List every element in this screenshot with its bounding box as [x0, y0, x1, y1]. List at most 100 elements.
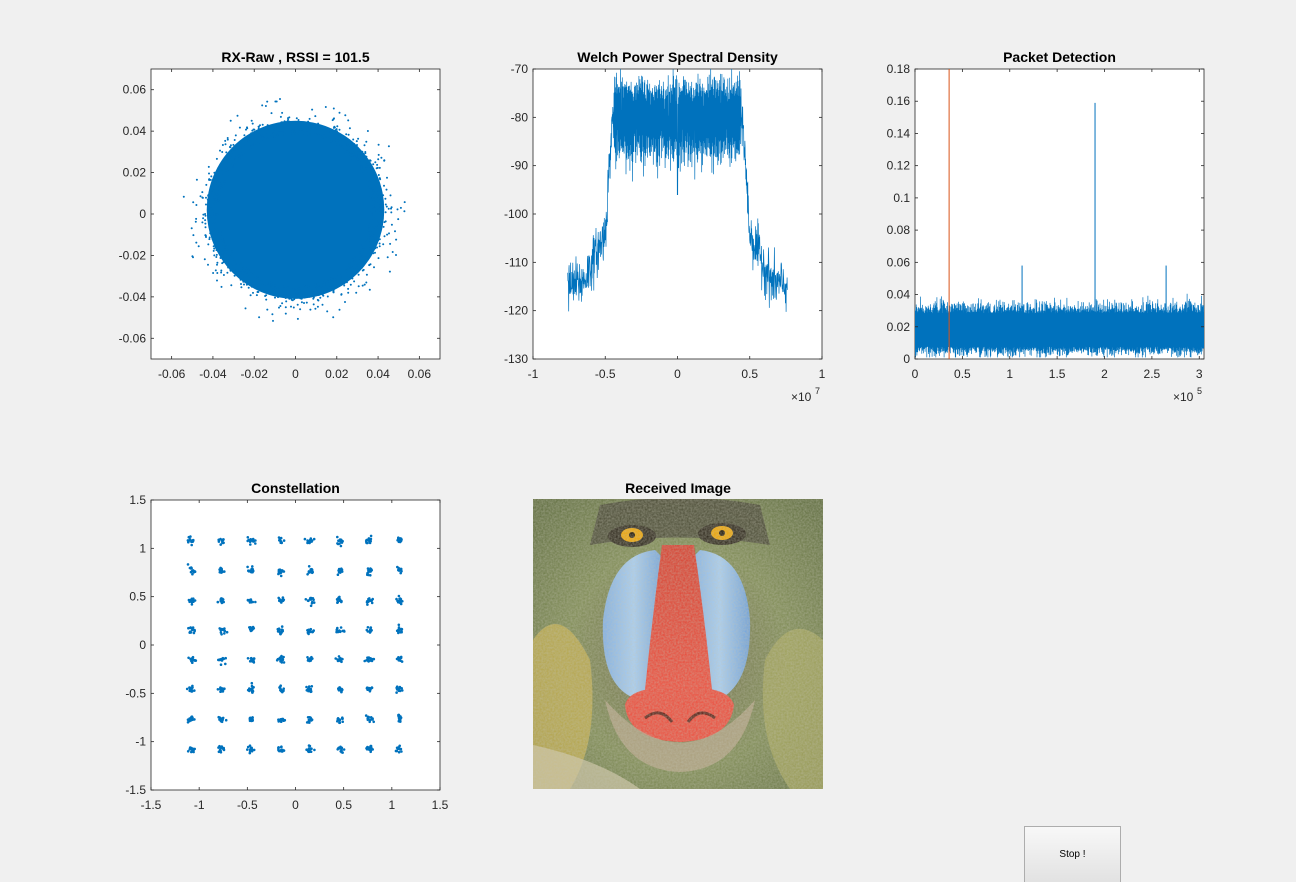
rx-raw-point: [365, 273, 368, 276]
rx-raw-point: [377, 257, 380, 260]
constellation-sample: [397, 626, 401, 629]
constellation-sample: [246, 598, 250, 602]
rx-raw-point: [272, 130, 275, 133]
constellation-point: [246, 565, 255, 574]
rx-raw-point: [293, 298, 296, 301]
constellation-sample: [337, 539, 340, 542]
rx-raw-point: [264, 286, 267, 289]
rx-raw-point: [361, 153, 364, 156]
constellation-sample: [188, 686, 191, 689]
rx-raw-outlier: [348, 127, 351, 130]
rx-raw-point: [358, 259, 361, 262]
rx-raw-point: [232, 143, 235, 146]
constellation-point: [186, 563, 197, 576]
rx-raw-point: [225, 157, 228, 160]
rx-raw-point: [226, 138, 229, 141]
constellation-sample: [224, 718, 228, 722]
rx-raw-point: [377, 158, 380, 161]
constellation-sample: [282, 718, 285, 722]
y-tick-label: -0.5: [125, 686, 146, 700]
constellation-sample: [367, 538, 371, 542]
rx-raw-points: [182, 98, 406, 322]
rx-raw-point: [377, 234, 379, 237]
constellation-sample: [339, 626, 343, 629]
rx-raw-point: [274, 128, 277, 131]
rx-raw-point: [281, 302, 284, 305]
rx-raw-point: [255, 134, 258, 137]
constellation-sample: [192, 538, 195, 542]
rx-raw-point: [362, 174, 365, 176]
rx-raw-point: [230, 284, 233, 287]
rx-raw-point: [261, 134, 264, 137]
rx-raw-point: [234, 134, 237, 137]
constellation-sample: [307, 632, 310, 636]
rx-raw-point: [224, 180, 227, 183]
constellation-sample: [400, 630, 403, 633]
rx-raw-point: [360, 264, 363, 266]
rx-raw-outlier: [272, 319, 274, 322]
rx-raw-point: [382, 194, 385, 197]
rx-raw-point: [271, 288, 274, 291]
rx-raw-point: [240, 286, 243, 289]
constellation-sample: [338, 686, 341, 689]
constellation-sample: [398, 744, 402, 748]
rx-raw-point: [372, 244, 374, 247]
rx-raw-point: [372, 232, 375, 235]
rx-raw-point: [336, 143, 339, 146]
constellation-point: [397, 713, 403, 723]
rx-raw-outlier: [355, 140, 358, 143]
rx-raw-point: [216, 180, 219, 183]
constellation-point: [217, 537, 225, 546]
rx-raw-point: [353, 143, 356, 145]
rx-raw-point: [257, 282, 260, 284]
rx-raw-point: [341, 277, 344, 279]
rx-raw-point: [352, 151, 355, 154]
constellation-sample: [309, 604, 313, 608]
rx-raw-point: [243, 134, 246, 137]
rx-raw-point: [369, 229, 371, 232]
rx-raw-point: [240, 153, 243, 156]
rx-raw-point: [274, 281, 277, 284]
rx-raw-point: [222, 179, 225, 181]
rx-raw-point: [276, 287, 279, 290]
rx-raw-point: [338, 138, 341, 141]
constellation-sample: [399, 602, 403, 606]
constellation-sample: [189, 626, 192, 629]
stop-button[interactable]: Stop !: [1024, 826, 1121, 882]
rx-raw-outlier: [195, 178, 198, 181]
y-tick-label: 0: [903, 352, 910, 366]
rx-raw-point: [366, 170, 369, 173]
rx-raw-point: [218, 206, 221, 209]
rx-raw-point: [220, 163, 223, 165]
rx-raw-point: [259, 124, 261, 127]
x-tick-label: -1: [194, 798, 205, 812]
rx-raw-outlier: [391, 251, 394, 253]
rx-raw-point: [250, 285, 253, 288]
rx-raw-point: [204, 222, 207, 225]
rx-raw-point: [321, 283, 324, 285]
x-tick-label: 0.04: [366, 367, 390, 381]
rx-raw-point: [321, 291, 324, 294]
rx-raw-point: [347, 154, 350, 157]
rx-raw-point: [221, 253, 224, 256]
rx-raw-point: [241, 147, 244, 150]
constellation-point: [277, 596, 286, 604]
constellation-sample: [216, 600, 220, 604]
rx-raw-point: [358, 159, 361, 162]
rx-raw-point: [363, 172, 366, 175]
constellation-sample: [307, 565, 311, 568]
constellation-sample: [371, 718, 374, 721]
rx-raw-point: [235, 161, 238, 163]
constellation-sample: [248, 601, 252, 604]
constellation-point: [217, 715, 228, 724]
rx-raw-point: [363, 250, 366, 253]
rx-raw-point: [222, 274, 225, 276]
rx-raw-point: [264, 127, 267, 130]
constellation-sample: [370, 599, 374, 602]
received-image: [533, 499, 823, 789]
rx-raw-point: [223, 161, 226, 163]
rx-raw-point: [351, 271, 354, 274]
rx-raw-point: [358, 168, 361, 171]
rx-raw-point: [201, 191, 204, 194]
rx-raw-outlier: [257, 291, 260, 293]
